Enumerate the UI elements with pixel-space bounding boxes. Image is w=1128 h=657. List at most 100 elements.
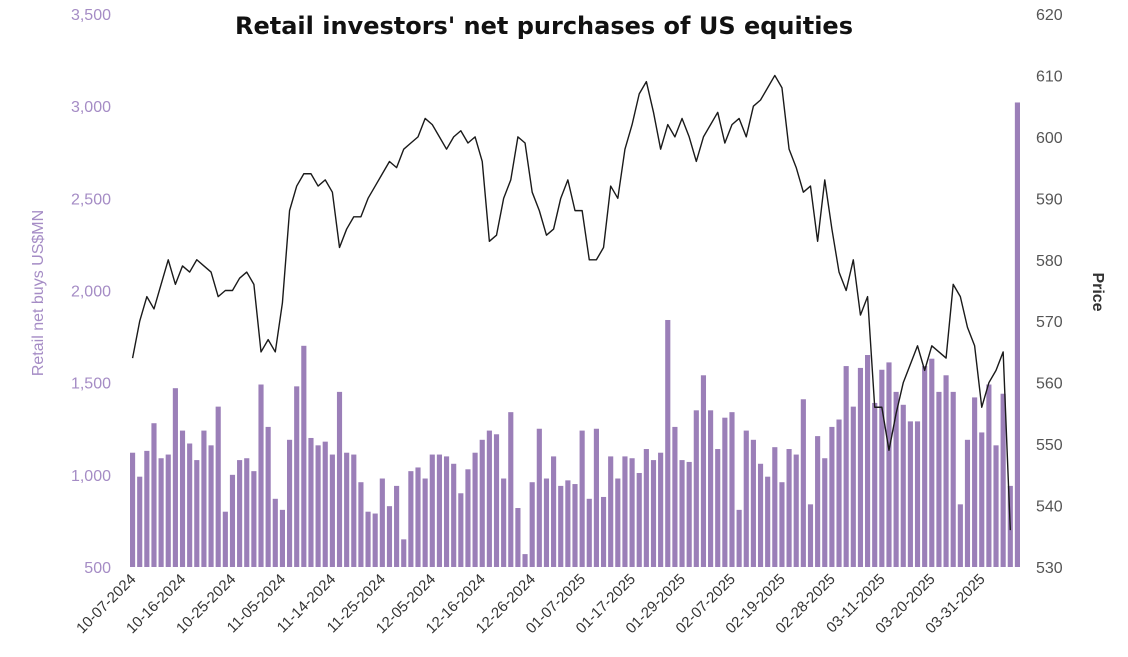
left-tick-label: 500: [84, 560, 111, 577]
bar: [793, 454, 799, 567]
bar: [600, 496, 607, 567]
bar: [686, 461, 692, 567]
bar: [201, 430, 207, 567]
bar: [650, 460, 657, 567]
bar: [229, 474, 236, 567]
bar: [986, 384, 992, 567]
bar: [172, 388, 178, 567]
bar: [536, 428, 542, 567]
bar: [708, 410, 714, 567]
bar: [843, 366, 849, 567]
left-tick-label: 2,000: [71, 284, 111, 301]
bar: [151, 423, 157, 567]
bar: [344, 452, 350, 567]
bar: [772, 447, 778, 567]
bar: [629, 458, 635, 567]
bar: [215, 406, 221, 567]
bar: [486, 430, 492, 567]
bar: [294, 386, 300, 567]
bar: [736, 509, 742, 567]
bar: [158, 458, 164, 567]
bar: [558, 485, 564, 567]
bar: [807, 504, 814, 567]
bar: [679, 460, 685, 567]
bar: [237, 460, 243, 567]
bar: [914, 421, 921, 567]
right-tick-label: 560: [1036, 376, 1063, 393]
price-line: [131, 74, 1011, 531]
bar: [750, 439, 756, 567]
bar: [665, 319, 671, 567]
bar: [308, 437, 314, 567]
bar: [351, 454, 357, 567]
right-tick-label: 600: [1036, 130, 1063, 147]
bar: [815, 436, 821, 567]
bar: [222, 511, 228, 567]
bar: [329, 454, 335, 567]
bar: [165, 454, 171, 567]
bar: [608, 456, 614, 567]
bar: [315, 445, 321, 567]
bar: [465, 469, 471, 567]
bar: [394, 485, 400, 567]
bar: [957, 504, 963, 567]
bar: [636, 472, 642, 567]
right-tick-label: 570: [1036, 314, 1063, 331]
bar-series: [130, 102, 1020, 567]
bar: [700, 375, 707, 567]
bar: [672, 426, 678, 567]
bar: [358, 482, 364, 567]
left-tick-label: 2,500: [71, 191, 111, 208]
bar: [658, 452, 664, 567]
bar: [443, 456, 450, 567]
bar: [565, 480, 571, 567]
bar: [857, 367, 864, 567]
bar: [429, 454, 435, 567]
left-tick-label: 1,500: [71, 376, 111, 393]
bar: [800, 399, 806, 567]
bar: [943, 375, 949, 567]
bar: [265, 426, 271, 567]
x-axis-ticks: 10-07-202410-16-202410-25-202411-05-2024…: [73, 571, 988, 637]
bar: [879, 369, 885, 567]
bar: [643, 449, 649, 567]
bar: [551, 456, 557, 567]
bar: [493, 434, 500, 567]
left-tick-label: 3,000: [71, 99, 111, 116]
bar: [765, 476, 771, 567]
bar: [572, 484, 578, 567]
bar: [1000, 393, 1006, 567]
bar: [929, 358, 935, 567]
bar: [379, 478, 385, 567]
bar: [472, 452, 478, 567]
bar: [729, 412, 735, 567]
bar: [336, 391, 343, 567]
bar: [950, 391, 956, 567]
right-tick-label: 550: [1036, 437, 1063, 454]
bar: [936, 391, 942, 567]
bar: [779, 482, 785, 567]
right-tick-label: 540: [1036, 499, 1063, 516]
bar: [244, 458, 250, 567]
bar: [543, 478, 550, 567]
bar: [722, 417, 728, 567]
bar: [436, 454, 442, 567]
bar: [408, 471, 414, 567]
bar: [501, 478, 507, 567]
bar: [872, 402, 878, 567]
bar: [272, 498, 278, 567]
bar: [187, 443, 193, 567]
bar: [865, 355, 871, 567]
bar: [365, 511, 371, 567]
bar: [836, 419, 842, 567]
bar: [322, 441, 328, 567]
bar: [422, 478, 428, 567]
bar: [786, 449, 792, 567]
bar: [1014, 102, 1020, 567]
bar: [693, 410, 699, 567]
bar: [144, 450, 150, 567]
bar: [529, 482, 535, 567]
left-tick-label: 3,500: [71, 7, 111, 24]
bar: [258, 384, 264, 567]
bar: [850, 406, 856, 567]
